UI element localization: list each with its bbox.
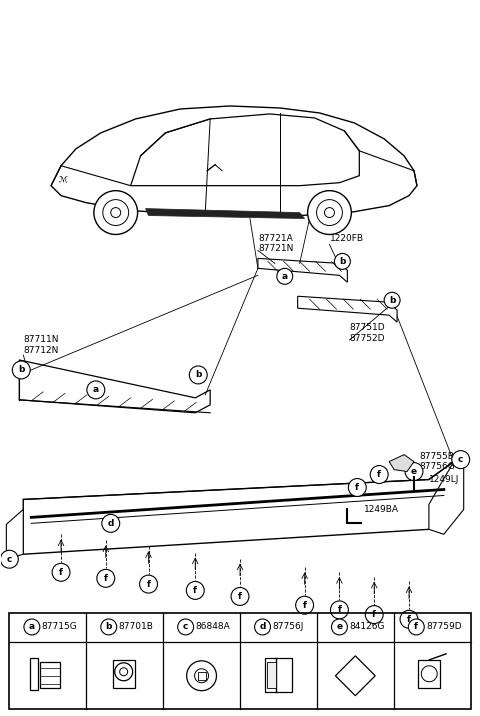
Circle shape [370, 465, 388, 483]
Text: c: c [183, 622, 188, 632]
Text: a: a [29, 622, 35, 632]
Text: ℳ: ℳ [59, 174, 68, 183]
Polygon shape [19, 360, 210, 413]
Circle shape [335, 253, 350, 269]
Text: b: b [195, 370, 202, 379]
Text: d: d [259, 622, 266, 632]
Bar [198, 672, 205, 679]
Text: f: f [372, 610, 376, 619]
Circle shape [348, 478, 366, 496]
Text: 87751D
87752D: 87751D 87752D [349, 324, 385, 343]
Bar [9, 613, 471, 709]
Circle shape [101, 619, 117, 635]
Polygon shape [429, 462, 464, 534]
Text: c: c [7, 555, 12, 563]
Text: b: b [339, 257, 346, 266]
Bar [266, 662, 276, 687]
Circle shape [365, 606, 383, 624]
Text: 87756J: 87756J [273, 622, 304, 632]
Polygon shape [23, 462, 454, 554]
Circle shape [24, 619, 40, 635]
Text: f: f [104, 574, 108, 583]
Text: 87759D: 87759D [426, 622, 462, 632]
Text: 87701B: 87701B [119, 622, 154, 632]
Text: e: e [336, 622, 343, 632]
Polygon shape [389, 455, 414, 472]
Circle shape [254, 619, 271, 635]
Text: e: e [411, 467, 417, 476]
Circle shape [102, 514, 120, 532]
Text: 1220FB: 1220FB [329, 234, 363, 243]
Circle shape [94, 190, 138, 234]
Polygon shape [131, 114, 360, 185]
Circle shape [405, 463, 423, 480]
Circle shape [178, 619, 193, 635]
Text: f: f [146, 580, 151, 589]
Circle shape [186, 581, 204, 599]
Text: f: f [407, 615, 411, 624]
Text: f: f [337, 606, 341, 614]
Circle shape [87, 381, 105, 399]
Text: 87755B
87756G: 87755B 87756G [419, 452, 455, 471]
Circle shape [330, 601, 348, 619]
Text: d: d [108, 519, 114, 528]
Polygon shape [145, 208, 305, 218]
Text: 1249BA: 1249BA [364, 505, 399, 514]
Text: c: c [458, 455, 463, 464]
Text: 86848A: 86848A [195, 622, 230, 632]
Text: 87721A
87721N: 87721A 87721N [258, 233, 293, 253]
Text: 87715G: 87715G [42, 622, 78, 632]
Circle shape [400, 610, 418, 628]
Text: f: f [355, 483, 360, 492]
Circle shape [277, 268, 293, 284]
Circle shape [97, 569, 115, 587]
Circle shape [231, 588, 249, 606]
Circle shape [332, 619, 348, 635]
Polygon shape [298, 296, 397, 322]
Text: f: f [377, 470, 381, 479]
Text: b: b [106, 622, 112, 632]
Circle shape [189, 366, 207, 384]
Text: a: a [282, 272, 288, 281]
Text: f: f [302, 601, 307, 610]
Circle shape [12, 361, 30, 379]
Circle shape [0, 551, 18, 569]
Circle shape [140, 575, 157, 593]
Text: b: b [389, 296, 396, 305]
Bar [30, 658, 38, 690]
Text: a: a [93, 385, 99, 395]
Bar [264, 658, 292, 692]
Bar [418, 660, 440, 687]
Circle shape [52, 563, 70, 581]
Polygon shape [258, 258, 348, 282]
Circle shape [452, 450, 469, 468]
Text: 84126G: 84126G [349, 622, 385, 632]
Text: 1249LJ: 1249LJ [429, 475, 459, 484]
Text: f: f [414, 622, 418, 632]
Polygon shape [6, 509, 23, 559]
Circle shape [408, 619, 424, 635]
Text: b: b [18, 365, 24, 374]
Polygon shape [51, 106, 417, 216]
Text: f: f [238, 592, 242, 601]
Text: 87711N
87712N: 87711N 87712N [23, 335, 59, 354]
Text: f: f [193, 586, 197, 595]
Circle shape [296, 596, 313, 614]
Bar [113, 660, 134, 687]
Bar [40, 662, 60, 687]
Text: f: f [59, 568, 63, 577]
Circle shape [308, 190, 351, 234]
Circle shape [384, 292, 400, 308]
